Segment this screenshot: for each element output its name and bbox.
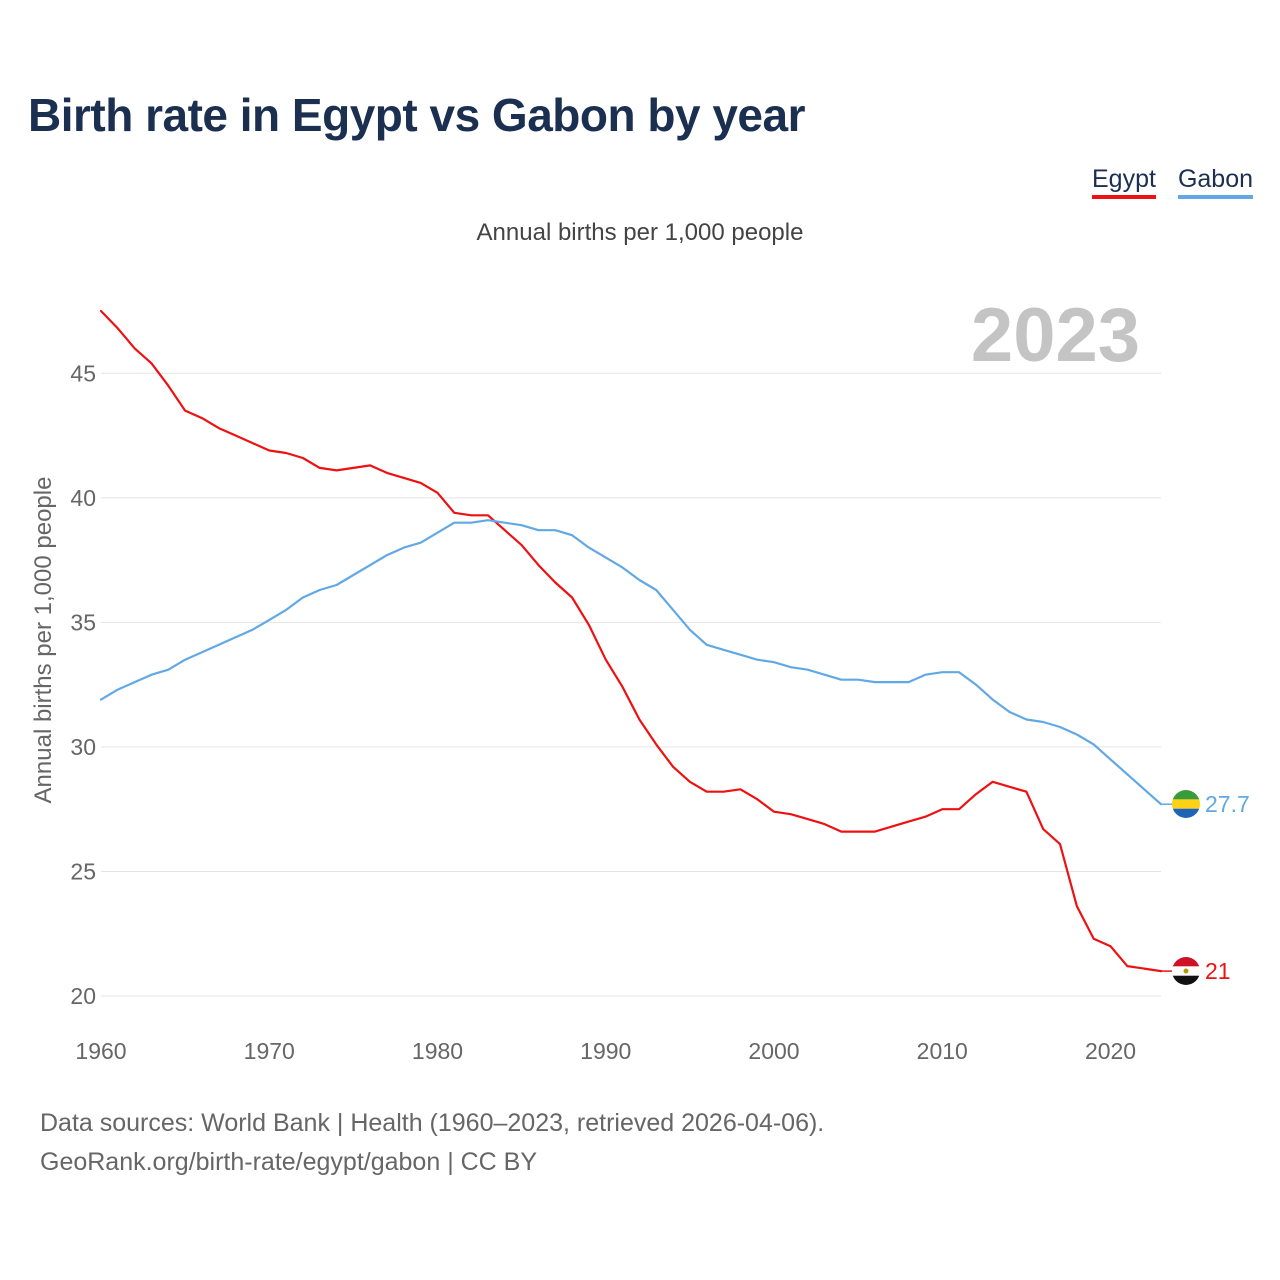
- x-tick-label-1960: 1960: [75, 1038, 126, 1064]
- y-tick-label-30: 30: [70, 734, 96, 760]
- y-tick-label-45: 45: [70, 360, 96, 386]
- chart-title: Birth rate in Egypt vs Gabon by year: [28, 89, 805, 141]
- end-labels: 21 27.7: [1161, 791, 1250, 984]
- x-tick-label-1970: 1970: [244, 1038, 295, 1064]
- x-tick-label-1990: 1990: [580, 1038, 631, 1064]
- source-url: GeoRank.org/birth-rate/egypt/gabon | CC …: [40, 1148, 538, 1176]
- end-value-label-egypt: 21: [1205, 958, 1231, 984]
- egypt-flag-icon: [1172, 957, 1200, 985]
- series-line-gabon[interactable]: [99, 519, 1163, 806]
- chart-subtitle: Annual births per 1,000 people: [477, 219, 804, 246]
- x-axis-ticks: 1960 1970 1980 1990 2000 2010 2020: [75, 1038, 1136, 1064]
- y-tick-label-40: 40: [70, 485, 96, 511]
- series-line-egypt[interactable]: [99, 309, 1163, 973]
- legend: Egypt Gabon: [1092, 165, 1253, 199]
- x-tick-label-2010: 2010: [917, 1038, 968, 1064]
- y-tick-label-20: 20: [70, 983, 96, 1009]
- legend-item-gabon[interactable]: Gabon: [1177, 165, 1253, 199]
- y-tick-label-25: 25: [70, 858, 96, 884]
- line-chart: Annual births per 1,000 people 2023 Annu…: [30, 219, 1250, 1064]
- x-tick-label-2020: 2020: [1085, 1038, 1136, 1064]
- series-lines: [99, 309, 1163, 973]
- legend-item-egypt[interactable]: Egypt: [1092, 165, 1156, 199]
- grid-lines: [101, 372, 1161, 997]
- footer: Data sources: World Bank | Health (1960–…: [40, 1104, 824, 1182]
- data-source-note: Data sources: World Bank | Health (1960–…: [40, 1109, 825, 1137]
- end-value-label-gabon: 27.7: [1205, 791, 1250, 817]
- x-tick-label-1980: 1980: [412, 1038, 463, 1064]
- y-tick-label-35: 35: [70, 609, 96, 635]
- y-axis-label: Annual births per 1,000 people: [30, 477, 57, 804]
- year-watermark: 2023: [971, 293, 1140, 378]
- y-axis-ticks: 20 25 30 35 40 45: [70, 360, 96, 1009]
- gabon-flag-icon: [1172, 790, 1200, 818]
- x-tick-label-2000: 2000: [748, 1038, 799, 1064]
